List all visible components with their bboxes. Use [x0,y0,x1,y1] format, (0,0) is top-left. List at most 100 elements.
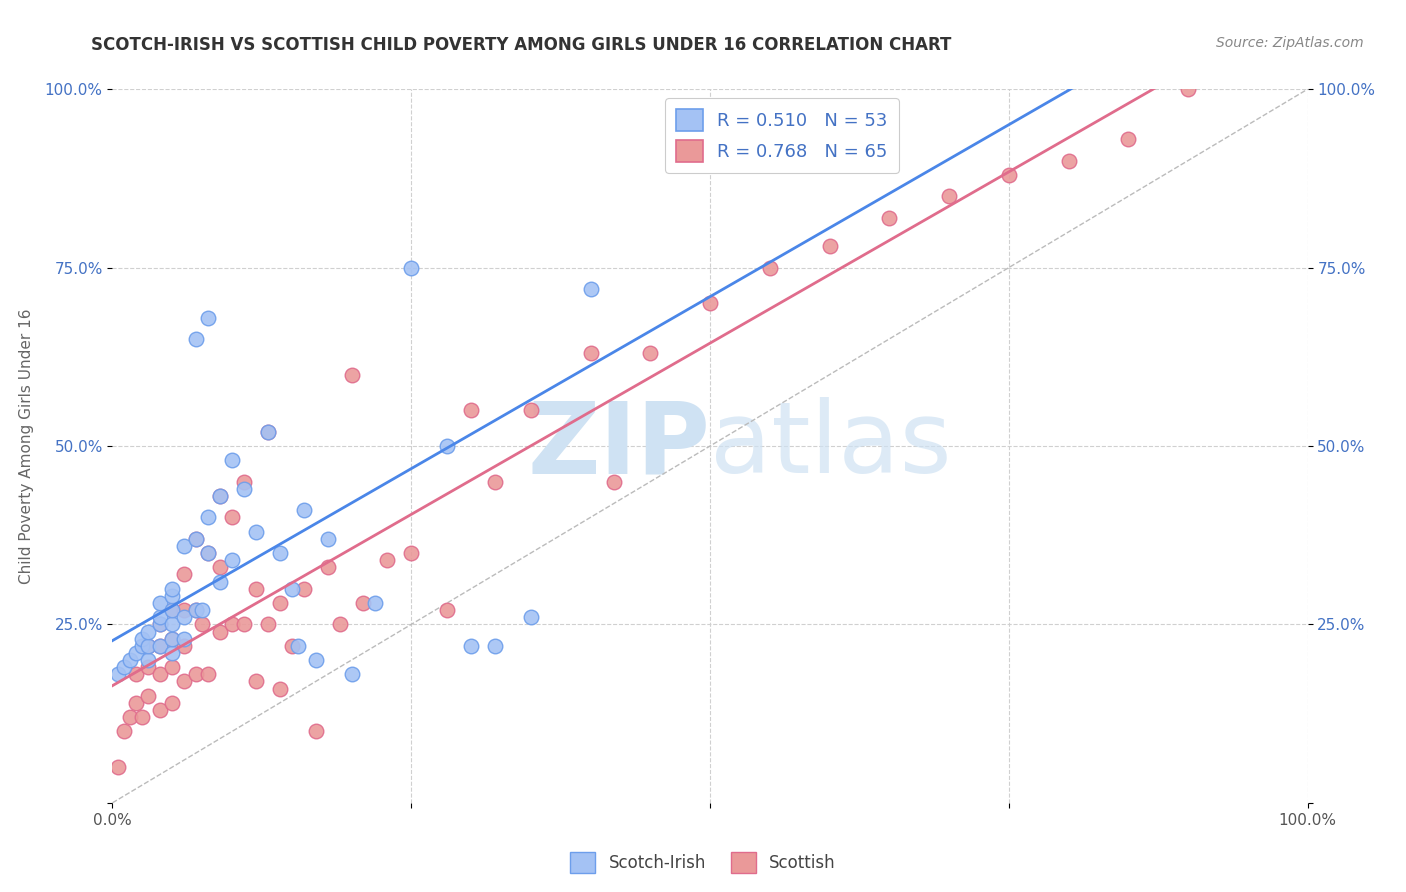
Point [149,667,172,681]
Point [257,617,280,632]
Point [269,681,291,696]
Point [162,582,183,596]
Point [162,660,183,674]
Point [340,368,363,382]
Point [131,639,153,653]
Point [998,168,1021,182]
Point [879,211,901,225]
Legend: R = 0.510   N = 53, R = 0.768   N = 65: R = 0.510 N = 53, R = 0.768 N = 65 [665,98,898,173]
Point [149,703,172,717]
Point [938,189,960,203]
Point [245,674,267,689]
Point [149,596,172,610]
Point [149,617,172,632]
Point [484,475,506,489]
Point [436,439,458,453]
Point [579,346,602,360]
Point [120,653,142,667]
Point [640,346,662,360]
Point [131,710,153,724]
Point [245,524,267,539]
Point [138,639,160,653]
Point [186,532,208,546]
Point [125,667,148,681]
Point [186,603,208,617]
Point [162,646,183,660]
Point [233,475,256,489]
Point [221,510,243,524]
Point [209,489,232,503]
Point [460,403,482,417]
Point [460,639,482,653]
Point [138,624,160,639]
Point [233,482,256,496]
Point [269,596,291,610]
Point [401,260,423,275]
Point [209,489,232,503]
Point [292,582,315,596]
Point [245,582,267,596]
Point [114,724,135,739]
Point [233,617,256,632]
Point [107,760,129,774]
Point [699,296,721,310]
Y-axis label: Child Poverty Among Girls Under 16: Child Poverty Among Girls Under 16 [18,309,34,583]
Point [209,574,232,589]
Point [186,332,208,346]
Point [186,532,208,546]
Point [162,589,183,603]
Point [191,603,214,617]
Point [138,689,160,703]
Point [197,310,219,325]
Point [197,510,219,524]
Point [759,260,782,275]
Point [316,560,339,574]
Point [149,610,172,624]
Point [579,282,602,296]
Point [221,553,243,567]
Legend: Scotch-Irish, Scottish: Scotch-Irish, Scottish [564,846,842,880]
Point [1177,82,1199,96]
Point [191,617,214,632]
Point [1118,132,1140,146]
Point [138,660,160,674]
Point [1057,153,1080,168]
Point [120,710,142,724]
Point [173,674,195,689]
Point [173,567,195,582]
Text: ZIP: ZIP [527,398,710,494]
Point [603,475,626,489]
Point [173,639,195,653]
Point [125,696,148,710]
Point [329,617,352,632]
Point [281,639,304,653]
Point [131,632,153,646]
Point [818,239,841,253]
Point [186,667,208,681]
Point [520,610,543,624]
Point [340,667,363,681]
Point [292,503,315,517]
Point [484,639,506,653]
Point [197,667,219,681]
Point [221,617,243,632]
Point [364,596,387,610]
Text: atlas: atlas [710,398,952,494]
Point [197,546,219,560]
Point [162,603,183,617]
Point [209,560,232,574]
Point [269,546,291,560]
Point [197,546,219,560]
Point [305,653,328,667]
Point [162,617,183,632]
Point [287,639,309,653]
Point [520,403,543,417]
Point [352,596,374,610]
Point [173,632,195,646]
Point [186,603,208,617]
Point [173,610,195,624]
Point [305,724,328,739]
Point [257,425,280,439]
Point [209,624,232,639]
Point [149,639,172,653]
